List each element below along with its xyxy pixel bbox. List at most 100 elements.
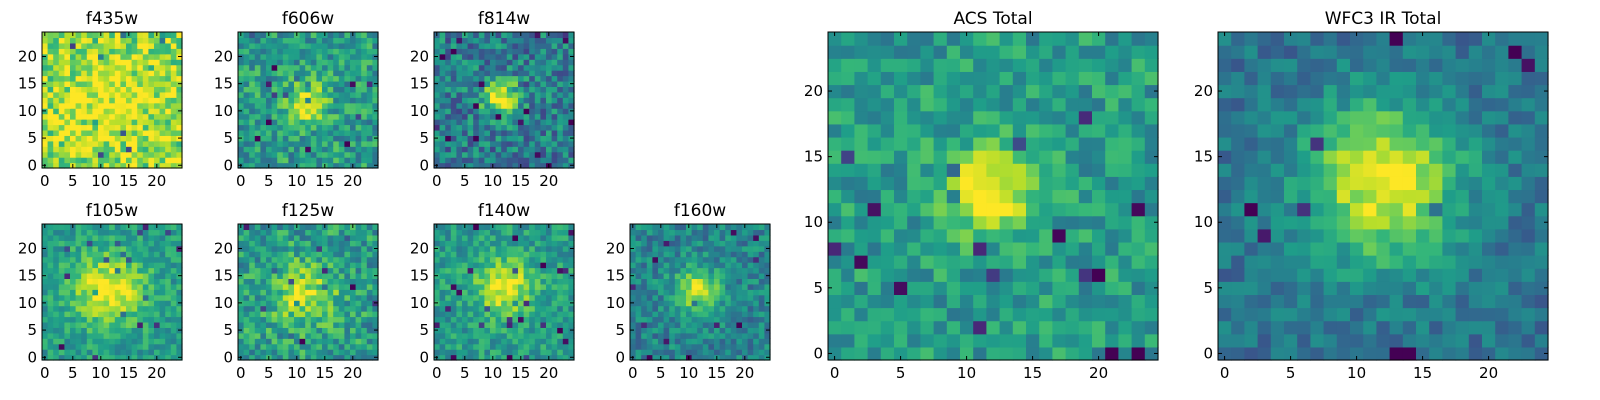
heatmap-cell	[114, 338, 121, 345]
heatmap-cell	[680, 229, 687, 236]
heatmap-cell	[170, 262, 177, 269]
heatmap-cell	[490, 102, 497, 109]
heatmap-cell	[81, 124, 88, 131]
heatmap-cell	[282, 224, 289, 231]
heatmap-cell	[338, 113, 345, 120]
heatmap-cell	[702, 294, 709, 301]
heatmap-cell	[518, 119, 525, 126]
heatmap-cell	[366, 91, 373, 98]
heatmap-cell	[47, 151, 54, 158]
heatmap-cell	[333, 262, 340, 269]
heatmap-cell	[512, 64, 519, 71]
heatmap-cell	[103, 283, 110, 290]
heatmap-cell	[540, 354, 547, 361]
heatmap-cell	[277, 311, 284, 318]
heatmap-cell	[126, 64, 133, 71]
heatmap-cell	[126, 300, 133, 307]
heatmap-cell	[322, 140, 329, 147]
heatmap-cell	[742, 321, 749, 328]
heatmap-cell	[714, 240, 721, 247]
heatmap-cell	[439, 343, 446, 350]
heatmap-cell	[540, 162, 547, 169]
heatmap-cell	[445, 53, 452, 60]
heatmap-cell	[142, 321, 149, 328]
heatmap-cell	[126, 80, 133, 87]
heatmap-cell	[501, 151, 508, 158]
heatmap-cell	[462, 97, 469, 104]
heatmap-cell	[1026, 215, 1040, 230]
heatmap-cell	[456, 240, 463, 247]
heatmap-cell	[254, 32, 261, 39]
heatmap-cell	[271, 272, 278, 279]
heatmap-cell	[47, 102, 54, 109]
heatmap-cell	[450, 113, 457, 120]
heatmap-cell	[316, 245, 323, 252]
heatmap-cell	[478, 316, 485, 323]
heatmap-cell	[254, 157, 261, 164]
heatmap-cell	[120, 80, 127, 87]
heatmap-cell	[327, 229, 334, 236]
heatmap-cell	[907, 228, 921, 243]
heatmap-cell	[266, 251, 273, 258]
heatmap-cell	[867, 307, 882, 322]
heatmap-cell	[551, 108, 558, 115]
heatmap-cell	[841, 294, 855, 309]
heatmap-cell	[540, 53, 547, 60]
heatmap-cell	[1065, 255, 1080, 269]
heatmap-cell	[697, 343, 704, 350]
heatmap-cell	[266, 240, 273, 247]
heatmap-cell	[518, 108, 525, 115]
heatmap-cell	[310, 135, 317, 142]
heatmap-cell	[70, 245, 77, 252]
heatmap-cell	[462, 294, 469, 301]
heatmap-cell	[355, 59, 362, 66]
heatmap-cell	[53, 157, 60, 164]
heatmap-cell	[478, 108, 485, 115]
heatmap-cell	[170, 321, 177, 328]
heatmap-cell	[366, 327, 373, 334]
heatmap-cell	[148, 267, 155, 274]
heatmap-cell	[562, 53, 569, 60]
heatmap-cell	[546, 343, 553, 350]
heatmap-cell	[1118, 281, 1133, 295]
heatmap-cell	[355, 240, 362, 247]
heatmap-cell	[652, 311, 659, 318]
heatmap-cell	[758, 311, 765, 318]
heatmap-cell	[445, 70, 452, 77]
heatmap-cell	[518, 97, 525, 104]
heatmap-cell	[170, 157, 177, 164]
heatmap-cell	[70, 80, 77, 87]
heatmap-cell	[81, 300, 88, 307]
heatmap-cell	[70, 267, 77, 274]
heatmap-cell	[170, 80, 177, 87]
heatmap-cell	[973, 346, 987, 361]
heatmap-cell	[719, 240, 726, 247]
heatmap-cell	[238, 102, 245, 109]
heatmap-cell	[165, 119, 172, 126]
heatmap-cell	[327, 272, 334, 279]
heatmap-cell	[333, 48, 340, 55]
heatmap-cell	[165, 349, 172, 356]
heatmap-cell	[322, 97, 329, 104]
heatmap-cell	[176, 37, 183, 44]
heatmap-cell	[98, 316, 105, 323]
heatmap-cell	[960, 307, 974, 322]
heatmap-cell	[484, 251, 491, 258]
heatmap-cell	[473, 64, 480, 71]
heatmap-cell	[148, 140, 155, 147]
heatmap-cell	[86, 267, 93, 274]
heatmap-cell	[322, 294, 329, 301]
heatmap-cell	[708, 234, 715, 241]
heatmap-cell	[1026, 189, 1040, 204]
heatmap-cell	[305, 75, 312, 82]
heatmap-cell	[120, 53, 127, 60]
heatmap-cell	[131, 135, 138, 142]
heatmap-cell	[512, 53, 519, 60]
heatmap-cell	[70, 240, 77, 247]
heatmap-cell	[646, 305, 653, 312]
heatmap-cell	[126, 53, 133, 60]
heatmap-cell	[238, 251, 245, 258]
heatmap-cell	[686, 321, 693, 328]
heatmap-cell	[450, 262, 457, 269]
heatmap-cell	[338, 283, 345, 290]
